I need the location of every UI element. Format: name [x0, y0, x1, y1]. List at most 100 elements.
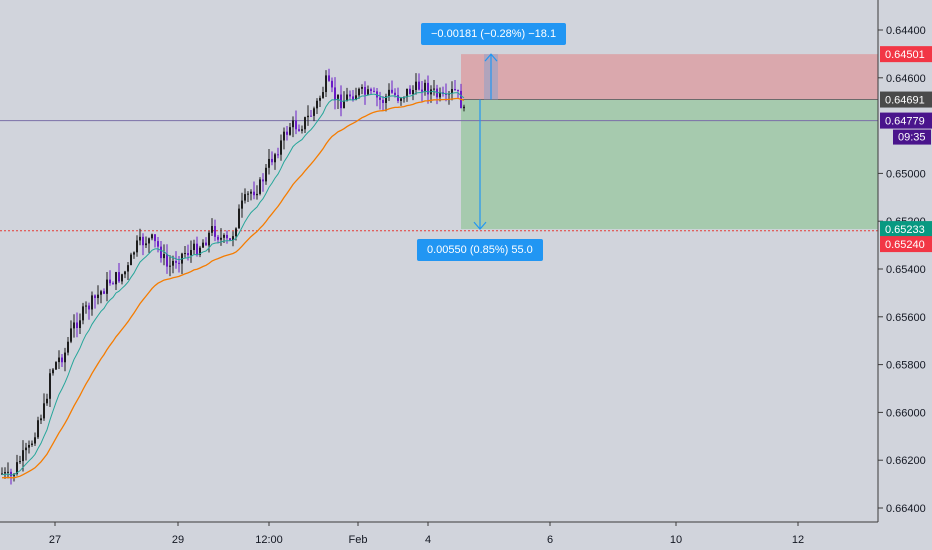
candle-body: [256, 193, 258, 196]
candle-body: [427, 82, 429, 95]
candle-body: [76, 322, 78, 328]
candle-body: [28, 444, 30, 448]
candle-body: [115, 272, 117, 285]
y-tick-label: 0.65400: [886, 264, 926, 276]
y-tick-label: 0.66200: [886, 455, 926, 467]
ema-fast-line: [1, 90, 465, 476]
candle-body: [22, 450, 24, 462]
candle-body: [445, 94, 447, 96]
x-tick-label: 12: [792, 534, 804, 546]
candle-body: [193, 243, 195, 251]
price-tag-entry-text: 0.64691: [885, 95, 925, 107]
candle-body: [370, 89, 372, 91]
candle-body: [412, 90, 414, 95]
candle-body: [358, 88, 360, 96]
x-tick-label: 27: [49, 534, 61, 546]
candle-body: [280, 140, 282, 155]
candle-body: [415, 81, 417, 91]
candle-body: [235, 228, 237, 237]
candle-body: [319, 97, 321, 101]
candle-body: [271, 158, 273, 163]
candle-body: [70, 328, 72, 342]
candle-body: [223, 234, 225, 238]
candle-body: [349, 94, 351, 97]
price-tag-last: [880, 112, 932, 129]
candle-body: [292, 120, 294, 128]
candle-body: [124, 271, 126, 275]
candle-body: [82, 306, 84, 321]
price-tag-entry: [880, 91, 932, 108]
candle-body: [145, 243, 147, 246]
candle-body: [346, 94, 348, 101]
candle-body: [331, 80, 333, 88]
candle-body: [199, 247, 201, 256]
candle-body: [43, 403, 45, 419]
candle-body: [394, 92, 396, 96]
candle-body: [1, 473, 3, 475]
candle-body: [160, 246, 162, 259]
candle-body: [196, 243, 198, 256]
candle-body: [121, 274, 123, 282]
candle-body: [217, 236, 219, 240]
y-tick-label: 0.64400: [886, 25, 926, 37]
candle-body: [337, 94, 339, 100]
candle-body: [253, 191, 255, 196]
candle-body: [424, 82, 426, 92]
candle-body: [16, 462, 18, 474]
candle-body: [391, 89, 393, 93]
candle-body: [97, 294, 99, 299]
take-profit-zone[interactable]: [461, 99, 878, 230]
candle-body: [457, 89, 459, 91]
candle-body: [34, 437, 36, 444]
candle-body: [325, 75, 327, 93]
y-tick-label: 0.64600: [886, 73, 926, 85]
candle-body: [109, 279, 111, 284]
candle-body: [439, 92, 441, 98]
time-axis[interactable]: [0, 522, 880, 550]
candle-body: [373, 90, 375, 92]
stop-loss-zone[interactable]: [461, 54, 878, 100]
price-tag-target-text: 0.65233: [885, 224, 925, 236]
candle-body: [88, 305, 90, 310]
candle-body: [355, 95, 357, 101]
candle-body: [139, 236, 141, 241]
candle-body: [310, 115, 312, 117]
candle-body: [67, 341, 69, 353]
candle-body: [163, 253, 165, 259]
candle-body: [19, 461, 21, 463]
candle-body: [250, 191, 252, 194]
candle-body: [142, 236, 144, 246]
candle-body: [202, 242, 204, 248]
price-tag-line-text: 0.65240: [885, 239, 925, 251]
candle-body: [433, 88, 435, 90]
y-tick-label: 0.66400: [886, 503, 926, 515]
y-tick-label: 0.66000: [886, 407, 926, 419]
candle-body: [136, 240, 138, 253]
candle-body: [364, 86, 366, 95]
candle-body: [286, 131, 288, 135]
candle-body: [232, 236, 234, 241]
x-tick-label: Feb: [349, 534, 368, 546]
candle-body: [289, 127, 291, 135]
candle-body: [133, 252, 135, 255]
reward-arrow-head: [473, 221, 487, 231]
ema-slow-line: [2, 97, 465, 479]
candle-body: [112, 283, 114, 285]
candle-body: [367, 89, 369, 95]
candle-body: [313, 108, 315, 116]
candle-body: [64, 352, 66, 363]
y-tick-label: 0.65000: [886, 168, 926, 180]
candle-body: [205, 242, 207, 246]
candle-body: [46, 398, 48, 404]
candle-body: [55, 362, 57, 370]
candle-body: [94, 295, 96, 299]
countdown-text: 09:35: [898, 132, 926, 144]
candle-body: [127, 265, 129, 272]
candle-body: [61, 357, 63, 363]
candle-body: [73, 322, 75, 329]
candle-body: [220, 237, 222, 240]
candle-body: [463, 106, 465, 109]
